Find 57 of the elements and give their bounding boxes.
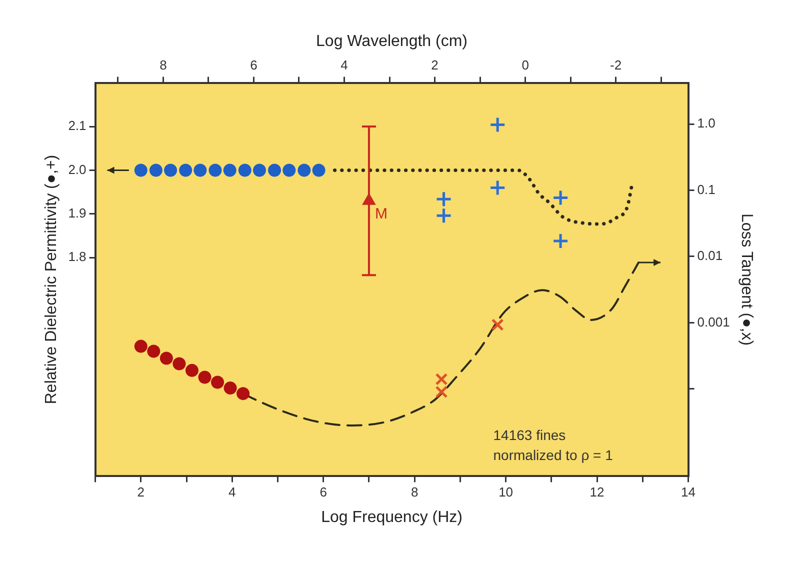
- point: [298, 164, 311, 177]
- point: [238, 164, 252, 177]
- point: [223, 164, 236, 177]
- x-tick-label: 14: [681, 484, 696, 500]
- x2-axis-title: Log Wavelength (cm): [316, 33, 468, 50]
- x2-tick-label: 4: [340, 58, 348, 73]
- y2-axis-title: Loss Tangent (●,x): [738, 213, 755, 346]
- series-label: M: [374, 205, 388, 222]
- x-tick-label: 8: [410, 484, 418, 500]
- point: [134, 164, 148, 177]
- line-series: [333, 168, 634, 226]
- point: [236, 387, 250, 400]
- point: [489, 179, 506, 196]
- y-tick-label: 1.9: [68, 206, 86, 221]
- point: [134, 340, 148, 353]
- point: [211, 376, 224, 389]
- x-tick-label: 6: [320, 484, 327, 500]
- point: [552, 232, 569, 250]
- x2-tick-label: -2: [610, 58, 622, 73]
- point: [185, 364, 198, 377]
- x2-tick-label: 8: [160, 58, 167, 73]
- x-tick-label: 4: [228, 484, 236, 500]
- point: [489, 116, 506, 134]
- point: [147, 344, 160, 358]
- point: [198, 370, 212, 384]
- y2-tick-label: 0.01: [697, 248, 723, 264]
- x-tick-label: 10: [498, 484, 514, 500]
- point: [172, 357, 186, 370]
- point: [208, 164, 222, 177]
- point: [312, 164, 326, 177]
- x-tick-label: 2: [137, 484, 145, 500]
- y-tick-label: 2.0: [68, 162, 86, 177]
- y-axis-title: Relative Dielectric Permittivity (●,+): [43, 154, 60, 404]
- point: [552, 190, 569, 206]
- point: [164, 164, 178, 177]
- point: [282, 164, 296, 177]
- point: [268, 164, 282, 177]
- point: [149, 164, 162, 177]
- point: [436, 190, 452, 208]
- point: [224, 382, 237, 395]
- point: [179, 164, 192, 177]
- point: [252, 164, 266, 177]
- y-tick-label: 2.1: [68, 118, 86, 134]
- y2-tick-label: 0.1: [697, 182, 716, 197]
- x-axis-title: Log Frequency (Hz): [321, 508, 462, 526]
- annotation: 14163 fines normalized to ρ = 1: [493, 427, 614, 464]
- x-tick-label: 12: [590, 484, 604, 500]
- point: [491, 318, 504, 331]
- point: [436, 207, 452, 224]
- x2-tick-label: 2: [431, 58, 438, 73]
- x2-tick-label: 0: [522, 58, 529, 73]
- x2-tick-label: 6: [250, 58, 258, 73]
- point: [194, 164, 207, 177]
- y-tick-label: 1.8: [68, 249, 86, 264]
- point: [160, 352, 173, 365]
- y2-tick-label: 1.0: [697, 116, 716, 131]
- y2-tick-label: 0.001: [697, 314, 730, 330]
